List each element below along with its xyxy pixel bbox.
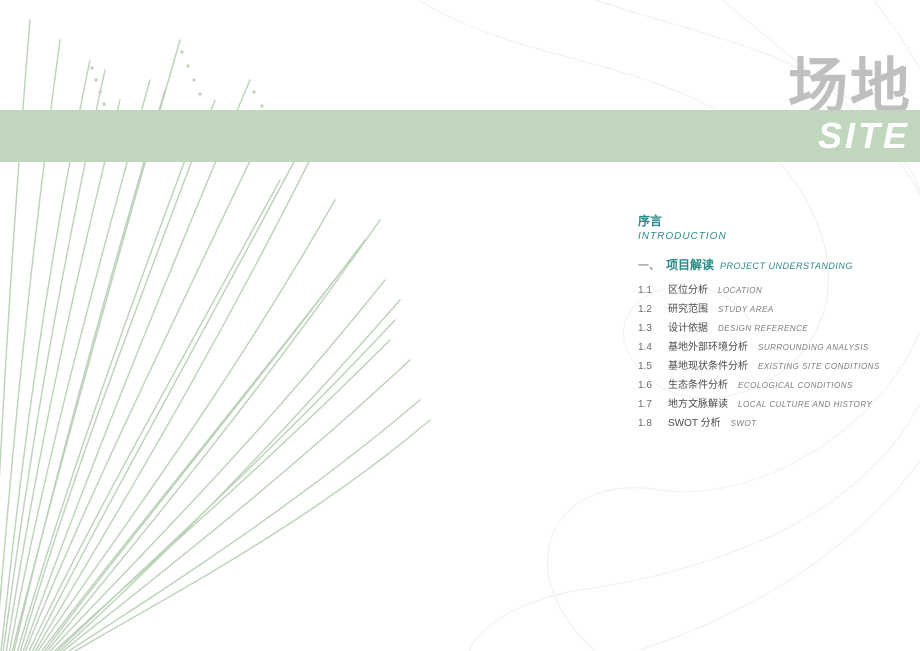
toc-item-cn: 研究范围 xyxy=(668,302,708,317)
toc-item-num: 1.1 xyxy=(638,283,658,298)
section-title-cn: 项目解读 xyxy=(666,256,714,273)
section-title-en: PROJECT UNDERSTANDING xyxy=(720,261,853,271)
intro-label-en: INTRODUCTION xyxy=(638,231,898,242)
toc-item-en: EXISTING SITE CONDITIONS xyxy=(758,361,880,373)
toc-item-cn: 区位分析 xyxy=(668,283,708,298)
toc-item: 1.4 基地外部环境分析 SURROUNDING ANALYSIS xyxy=(638,340,898,355)
grass-decoration xyxy=(0,0,440,651)
toc-item-cn: 设计依据 xyxy=(668,321,708,336)
page: 场地 SITE 序言 INTRODUCTION 一、 项目解读 PROJECT … xyxy=(0,0,920,651)
toc-item: 1.5 基地现状条件分析 EXISTING SITE CONDITIONS xyxy=(638,359,898,374)
toc-item: 1.8 SWOT 分析 SWOT xyxy=(638,416,898,431)
section-number: 一、 xyxy=(638,257,660,273)
toc-items: 1.1 区位分析 LOCATION 1.2 研究范围 STUDY AREA 1.… xyxy=(638,283,898,431)
toc-item-num: 1.6 xyxy=(638,378,658,393)
table-of-contents: 序言 INTRODUCTION 一、 项目解读 PROJECT UNDERSTA… xyxy=(638,212,898,435)
toc-item-cn: 地方文脉解读 xyxy=(668,397,728,412)
toc-item-en: SWOT xyxy=(731,418,757,430)
toc-item-num: 1.2 xyxy=(638,302,658,317)
toc-item-cn: SWOT 分析 xyxy=(668,416,721,431)
toc-item-en: SURROUNDING ANALYSIS xyxy=(758,342,869,354)
toc-item-num: 1.5 xyxy=(638,359,658,374)
toc-item: 1.2 研究范围 STUDY AREA xyxy=(638,302,898,317)
toc-item-en: LOCATION xyxy=(718,285,762,297)
toc-item: 1.6 生态条件分析 ECOLOGICAL CONDITIONS xyxy=(638,378,898,393)
toc-item: 1.3 设计依据 DESIGN REFERENCE xyxy=(638,321,898,336)
toc-item-en: DESIGN REFERENCE xyxy=(718,323,808,335)
toc-item-en: LOCAL CULTURE AND HISTORY xyxy=(738,399,872,411)
intro-label-cn: 序言 xyxy=(638,212,898,229)
toc-item-num: 1.8 xyxy=(638,416,658,431)
toc-item: 1.1 区位分析 LOCATION xyxy=(638,283,898,298)
section-heading: 一、 项目解读 PROJECT UNDERSTANDING xyxy=(638,256,898,273)
toc-item-en: ECOLOGICAL CONDITIONS xyxy=(738,380,853,392)
toc-item-num: 1.7 xyxy=(638,397,658,412)
toc-item: 1.7 地方文脉解读 LOCAL CULTURE AND HISTORY xyxy=(638,397,898,412)
toc-item-num: 1.4 xyxy=(638,340,658,355)
toc-item-num: 1.3 xyxy=(638,321,658,336)
toc-item-cn: 生态条件分析 xyxy=(668,378,728,393)
toc-item-cn: 基地外部环境分析 xyxy=(668,340,748,355)
title-band: SITE xyxy=(0,110,920,162)
toc-item-cn: 基地现状条件分析 xyxy=(668,359,748,374)
toc-item-en: STUDY AREA xyxy=(718,304,774,316)
page-title-en: SITE xyxy=(818,115,910,157)
